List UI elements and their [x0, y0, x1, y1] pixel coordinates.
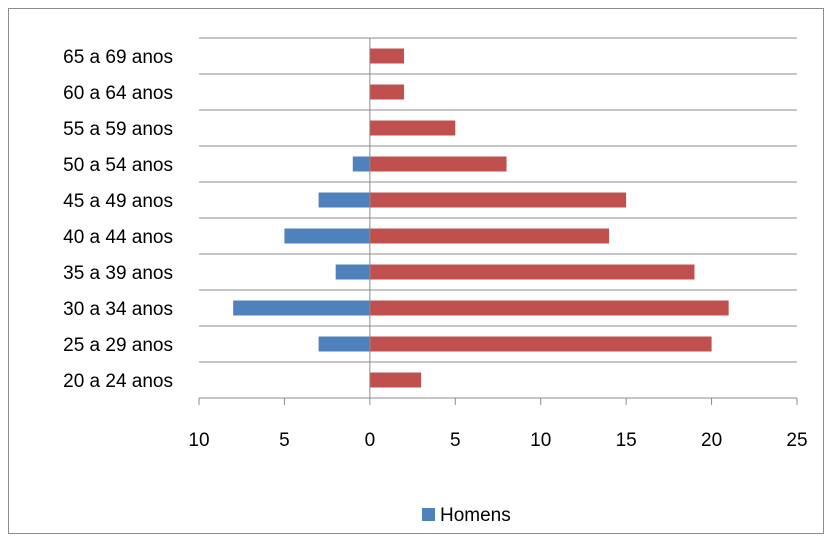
- bar-series1-30-a-34-anos: [233, 300, 370, 316]
- category-label: 35 a 39 anos: [63, 263, 173, 284]
- bar-series2-35-a-39-anos: [369, 264, 695, 280]
- axes: [198, 38, 798, 405]
- category-labels: 20 a 24 anos 25 a 29 anos 30 a 34 anos 35 a…: [63, 47, 173, 392]
- bar-series1-35-a-39-anos: [335, 264, 370, 280]
- bar-series2-55-a-59-anos: [369, 120, 456, 136]
- x-tick-label: 0: [365, 430, 376, 451]
- bar-series2-20-a-24-anos: [369, 372, 422, 388]
- x-tick-label: 10: [530, 430, 551, 451]
- category-label: 60 a 64 anos: [63, 83, 173, 104]
- legend-swatch-homens: [422, 508, 435, 521]
- category-label: 20 a 24 anos: [63, 371, 173, 392]
- tick-labels: 10 5 0 5 10 15 20 25: [188, 430, 807, 451]
- gridlines: [199, 37, 797, 399]
- bar-series1-40-a-44-anos: [284, 228, 370, 244]
- category-label: 40 a 44 anos: [63, 227, 173, 248]
- legend: Homens: [422, 505, 511, 526]
- x-tick-label: 25: [786, 430, 807, 451]
- bar-series2-25-a-29-anos: [369, 336, 712, 352]
- x-tick-label: 20: [701, 430, 722, 451]
- category-label: 25 a 29 anos: [63, 335, 173, 356]
- x-tick-label: 10: [188, 430, 209, 451]
- category-label: 55 a 59 anos: [63, 119, 173, 140]
- x-tick-label: 5: [450, 430, 461, 451]
- x-tick-label: 15: [616, 430, 637, 451]
- bar-series1-50-a-54-anos: [352, 156, 370, 172]
- bar-series2-50-a-54-anos: [369, 156, 507, 172]
- category-label: 30 a 34 anos: [63, 299, 173, 320]
- bar-series2-40-a-44-anos: [369, 228, 610, 244]
- category-label: 65 a 69 anos: [63, 47, 173, 68]
- bar-series2-60-a-64-anos: [369, 84, 405, 100]
- bar-series2-65-a-69-anos: [369, 48, 405, 64]
- category-label: 50 a 54 anos: [63, 155, 173, 176]
- x-tick-label: 5: [279, 430, 290, 451]
- bar-series2-30-a-34-anos: [369, 300, 729, 316]
- bar-series1-25-a-29-anos: [318, 336, 370, 352]
- bars: [233, 48, 729, 388]
- bar-series1-45-a-49-anos: [318, 192, 370, 208]
- legend-label-homens: Homens: [440, 505, 511, 526]
- bar-series2-45-a-49-anos: [369, 192, 627, 208]
- category-label: 45 a 49 anos: [63, 191, 173, 212]
